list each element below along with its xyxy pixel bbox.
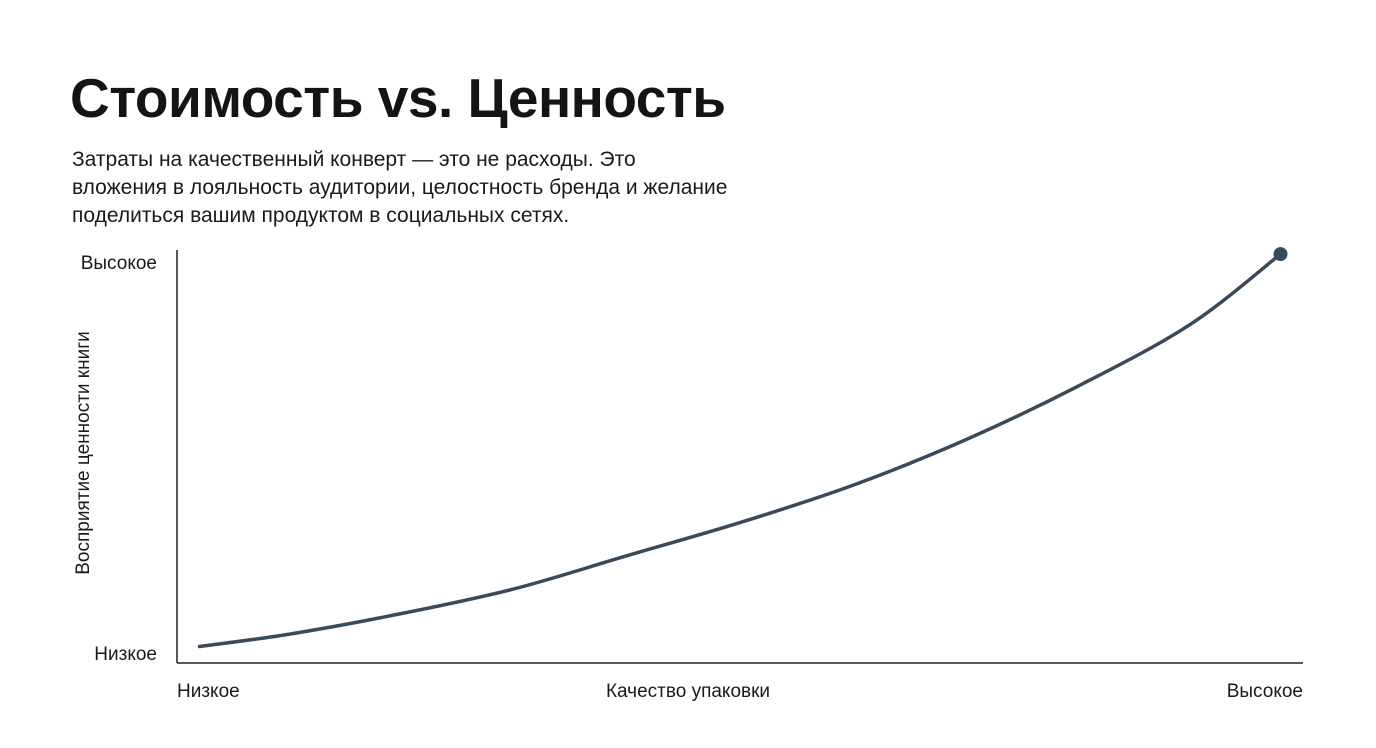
plot-area: [197, 247, 1288, 649]
subtitle-line-1: Затраты на качественный конверт — это не…: [72, 148, 636, 171]
x-axis-label: Качество упаковки: [606, 681, 770, 702]
subtitle-line-2: вложения в лояльность аудитории, целостн…: [72, 176, 728, 199]
x-tick-high: Высокое: [1227, 681, 1303, 702]
x-tick-low: Низкое: [177, 681, 240, 702]
end-point-marker: [1273, 247, 1288, 262]
subtitle-line-3: поделиться вашим продуктом в социальных …: [72, 204, 570, 227]
page-subtitle: Затраты на качественный конверт — это не…: [72, 146, 832, 230]
y-tick-high: Высокое: [81, 253, 157, 274]
page-title: Стоимость vs. Ценность: [70, 67, 726, 129]
y-axis-label: Восприятие ценности книги: [73, 331, 94, 575]
series-line-0: [197, 252, 1283, 649]
y-tick-low: Низкое: [94, 644, 157, 665]
